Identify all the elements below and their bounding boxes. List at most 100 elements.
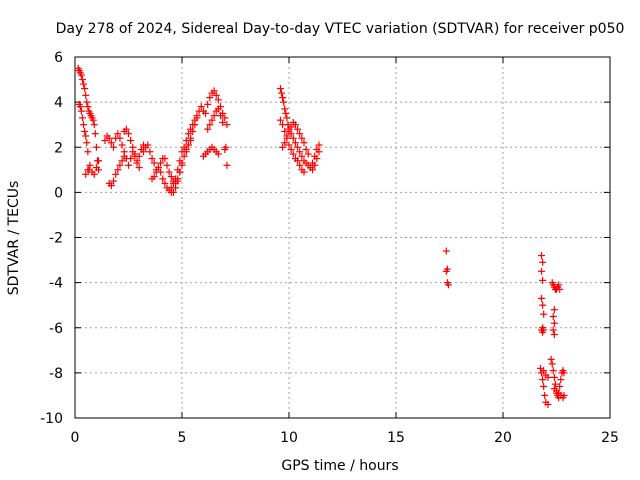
y-tick-label: 6: [54, 50, 63, 66]
data-point: [296, 130, 304, 138]
data-point: [139, 148, 147, 156]
data-point: [161, 179, 169, 187]
data-point: [223, 161, 231, 169]
data-point: [90, 170, 98, 178]
data-point: [281, 139, 289, 147]
data-point: [167, 173, 175, 181]
data-point: [150, 173, 158, 181]
data-point: [549, 312, 557, 320]
data-point: [300, 139, 308, 147]
data-point: [182, 148, 190, 156]
grid: [75, 57, 610, 418]
data-point: [285, 127, 293, 135]
data-point: [91, 130, 99, 138]
data-point: [278, 89, 286, 97]
data-point: [550, 331, 558, 339]
data-point: [547, 355, 555, 363]
data-point: [77, 71, 85, 79]
data-point: [300, 168, 308, 176]
x-tick-label: 5: [178, 430, 187, 446]
data-point: [556, 285, 564, 293]
data-point: [122, 125, 130, 133]
data-point: [157, 168, 165, 176]
data-point: [279, 94, 287, 102]
data-point: [189, 127, 197, 135]
data-point: [540, 367, 548, 375]
data-point: [557, 376, 565, 384]
data-point: [544, 373, 552, 381]
data-point: [210, 87, 218, 95]
y-tick-label: -10: [40, 411, 63, 427]
data-point: [127, 136, 135, 144]
data-point: [165, 168, 173, 176]
x-tick-label: 10: [280, 430, 298, 446]
data-point: [219, 118, 227, 126]
data-point: [289, 150, 297, 158]
data-point: [442, 247, 450, 255]
data-point: [81, 85, 89, 93]
data-point: [560, 391, 568, 399]
data-point: [144, 141, 152, 149]
data-point: [107, 139, 115, 147]
data-point: [294, 157, 302, 165]
data-point: [148, 155, 156, 163]
data-point: [555, 281, 563, 289]
data-point: [133, 157, 141, 165]
y-tick-label: 0: [54, 185, 63, 201]
data-point: [131, 150, 139, 158]
data-point: [82, 91, 90, 99]
data-point: [180, 143, 188, 151]
data-point: [283, 132, 291, 140]
x-tick-label: 0: [71, 430, 80, 446]
data-point: [114, 166, 122, 174]
data-point: [538, 252, 546, 260]
x-axis-label: GPS time / hours: [281, 458, 398, 474]
data-point: [294, 143, 302, 151]
data-point: [184, 130, 192, 138]
y-tick-label: -6: [49, 321, 63, 337]
data-point: [204, 125, 212, 133]
data-point: [84, 103, 92, 111]
data-point: [539, 376, 547, 384]
data-point: [182, 136, 190, 144]
data-point: [304, 150, 312, 158]
data-point: [107, 182, 115, 190]
data-point: [298, 134, 306, 142]
data-point: [550, 385, 558, 393]
data-point: [180, 152, 188, 160]
data-point: [167, 184, 175, 192]
data-point: [125, 161, 132, 169]
data-point: [125, 130, 132, 138]
data-point: [82, 170, 90, 178]
data-point: [540, 326, 548, 334]
y-tick-label: 2: [54, 140, 63, 156]
data-point: [112, 170, 120, 178]
data-point: [82, 132, 90, 140]
data-point: [540, 310, 548, 318]
data-point: [77, 107, 85, 115]
data-point: [221, 114, 229, 122]
data-point: [315, 141, 323, 149]
data-point: [302, 146, 310, 154]
data-point: [548, 360, 556, 368]
data-point: [282, 109, 290, 117]
data-point: [298, 152, 306, 160]
data-point: [217, 112, 225, 120]
data-point: [442, 267, 450, 275]
data-point: [539, 301, 547, 309]
data-point: [315, 148, 323, 156]
data-point: [80, 80, 88, 88]
data-point: [283, 114, 291, 122]
data-point: [129, 143, 137, 151]
data-point: [291, 121, 299, 129]
data-point: [281, 105, 289, 113]
data-point: [101, 136, 109, 144]
data-point: [214, 105, 222, 113]
data-point: [313, 155, 321, 163]
data-point: [161, 155, 169, 163]
data-point: [210, 112, 218, 120]
data-point: [78, 76, 86, 84]
data-point: [214, 96, 222, 104]
